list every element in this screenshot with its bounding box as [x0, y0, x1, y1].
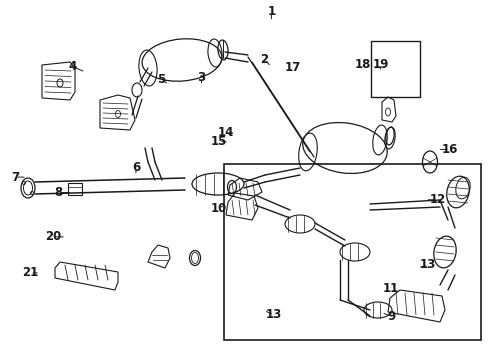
Text: 15: 15	[210, 135, 227, 148]
Text: 7: 7	[12, 171, 20, 184]
Bar	[370, 41, 419, 97]
Text: 16: 16	[441, 143, 457, 156]
Text: 11: 11	[382, 282, 399, 294]
Text: 1: 1	[267, 5, 275, 18]
Text: 13: 13	[265, 309, 282, 321]
Text: 9: 9	[386, 310, 394, 323]
Text: 19: 19	[371, 58, 388, 71]
Text: 13: 13	[419, 258, 435, 271]
Text: 2: 2	[260, 53, 267, 66]
Text: 12: 12	[428, 193, 445, 206]
Text: 20: 20	[44, 230, 61, 243]
Bar	[68, 183, 82, 195]
Text: 21: 21	[22, 266, 39, 279]
Bar	[224, 164, 480, 340]
Text: 6: 6	[132, 161, 140, 174]
Text: 8: 8	[55, 186, 62, 199]
Text: 18: 18	[354, 58, 370, 71]
Text: 14: 14	[217, 126, 234, 139]
Text: 10: 10	[210, 202, 227, 215]
Text: 5: 5	[157, 73, 165, 86]
Text: 17: 17	[284, 61, 300, 74]
Text: 4: 4	[68, 60, 76, 73]
Text: 3: 3	[197, 71, 205, 84]
